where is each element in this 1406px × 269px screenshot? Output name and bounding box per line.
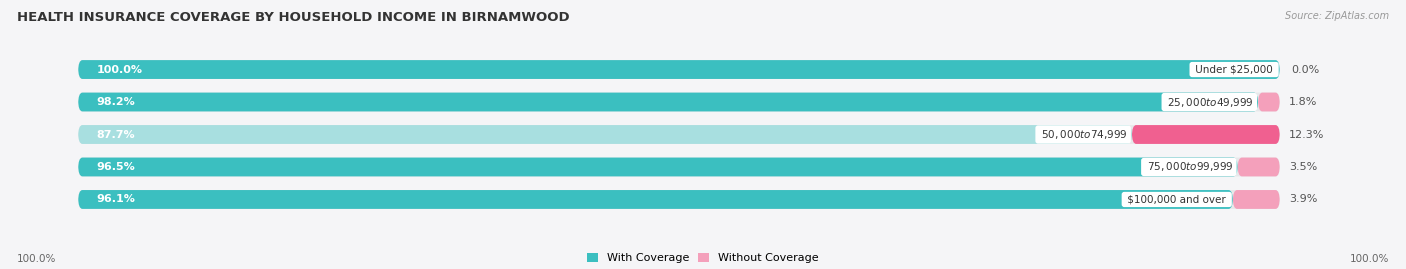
Text: 3.5%: 3.5%	[1289, 162, 1317, 172]
Text: 100.0%: 100.0%	[17, 254, 56, 264]
FancyBboxPatch shape	[1132, 125, 1279, 144]
FancyBboxPatch shape	[79, 158, 1279, 176]
FancyBboxPatch shape	[1233, 190, 1279, 209]
Text: Under $25,000: Under $25,000	[1192, 65, 1277, 75]
Text: 98.2%: 98.2%	[96, 97, 135, 107]
FancyBboxPatch shape	[1258, 93, 1279, 111]
Text: $25,000 to $49,999: $25,000 to $49,999	[1164, 95, 1254, 108]
FancyBboxPatch shape	[79, 158, 1237, 176]
Text: 1.8%: 1.8%	[1289, 97, 1317, 107]
Text: $100,000 and over: $100,000 and over	[1125, 194, 1229, 204]
Text: 96.5%: 96.5%	[96, 162, 135, 172]
Text: 100.0%: 100.0%	[1350, 254, 1389, 264]
Text: 3.9%: 3.9%	[1289, 194, 1317, 204]
FancyBboxPatch shape	[79, 190, 1279, 209]
Text: HEALTH INSURANCE COVERAGE BY HOUSEHOLD INCOME IN BIRNAMWOOD: HEALTH INSURANCE COVERAGE BY HOUSEHOLD I…	[17, 11, 569, 24]
Text: 0.0%: 0.0%	[1292, 65, 1320, 75]
FancyBboxPatch shape	[79, 190, 1233, 209]
Text: $75,000 to $99,999: $75,000 to $99,999	[1143, 161, 1234, 174]
FancyBboxPatch shape	[79, 93, 1279, 111]
Text: 100.0%: 100.0%	[96, 65, 142, 75]
FancyBboxPatch shape	[79, 93, 1258, 111]
FancyBboxPatch shape	[79, 60, 1279, 79]
Text: Source: ZipAtlas.com: Source: ZipAtlas.com	[1285, 11, 1389, 21]
Text: 12.3%: 12.3%	[1289, 129, 1324, 140]
FancyBboxPatch shape	[79, 125, 1132, 144]
FancyBboxPatch shape	[79, 60, 1279, 79]
FancyBboxPatch shape	[79, 125, 1279, 144]
Legend: With Coverage, Without Coverage: With Coverage, Without Coverage	[588, 253, 818, 263]
FancyBboxPatch shape	[1237, 158, 1279, 176]
Text: 96.1%: 96.1%	[96, 194, 135, 204]
Text: 87.7%: 87.7%	[96, 129, 135, 140]
Text: $50,000 to $74,999: $50,000 to $74,999	[1038, 128, 1129, 141]
